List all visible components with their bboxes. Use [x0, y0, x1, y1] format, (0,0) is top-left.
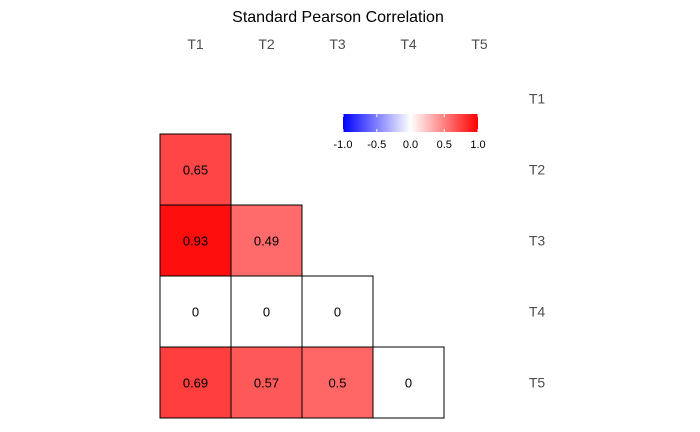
- colorbar-tick-label: -0.5: [367, 139, 386, 151]
- cell-value-label: 0.93: [183, 234, 208, 249]
- cell-value-label: 0.65: [183, 163, 208, 178]
- colorbar-tick-label: 1.0: [470, 139, 485, 151]
- heatmap-cell: [230, 204, 303, 277]
- cell-value-label: 0.57: [254, 376, 279, 391]
- heatmap-cell: [159, 346, 232, 419]
- colorbar-tick-label: 0.5: [437, 139, 452, 151]
- colorbar-ticks: -1.0 -0.5 0.0 0.5 1.0: [334, 114, 486, 151]
- heatmap-cell: [159, 133, 232, 206]
- y-tick-label: T4: [529, 304, 546, 320]
- y-tick-label: T1: [529, 91, 546, 107]
- chart-title: Standard Pearson Correlation: [232, 9, 444, 26]
- heatmap-cell: [159, 204, 232, 277]
- cell-value-label: 0: [334, 305, 341, 320]
- cell-value-label: 0.5: [328, 376, 346, 391]
- cell-value-label: 0.49: [254, 234, 279, 249]
- colorbar-tick-label: -1.0: [334, 139, 353, 151]
- cell-value-label: 0.69: [183, 376, 208, 391]
- x-axis-labels: T1 T2 T3 T4 T5: [187, 36, 488, 52]
- y-tick-label: T5: [529, 375, 546, 391]
- colorbar-legend: -1.0 -0.5 0.0 0.5 1.0: [334, 114, 486, 151]
- heatmap-cell: [159, 275, 232, 348]
- x-tick-label: T4: [400, 36, 417, 52]
- heatmap-cell: [301, 346, 374, 419]
- x-tick-label: T2: [258, 36, 275, 52]
- colorbar-tick-label: 0.0: [403, 139, 418, 151]
- cell-value-label: 0: [263, 305, 270, 320]
- heatmap-cell: [301, 275, 374, 348]
- x-tick-label: T5: [471, 36, 488, 52]
- y-axis-labels: T1 T2 T3 T4 T5: [529, 91, 546, 391]
- cell-value-label: 0: [192, 305, 199, 320]
- colorbar-bar: [343, 114, 478, 132]
- y-tick-label: T3: [529, 233, 546, 249]
- y-tick-label: T2: [529, 162, 546, 178]
- cell-value-label: 0: [405, 376, 412, 391]
- heatmap-cells: 0.65 0.93 0.49 0 0 0 0.69 0.57 0.5 0: [159, 133, 445, 419]
- x-tick-label: T1: [187, 36, 204, 52]
- heatmap-cell: [230, 346, 303, 419]
- heatmap-cell: [372, 346, 445, 419]
- x-tick-label: T3: [329, 36, 346, 52]
